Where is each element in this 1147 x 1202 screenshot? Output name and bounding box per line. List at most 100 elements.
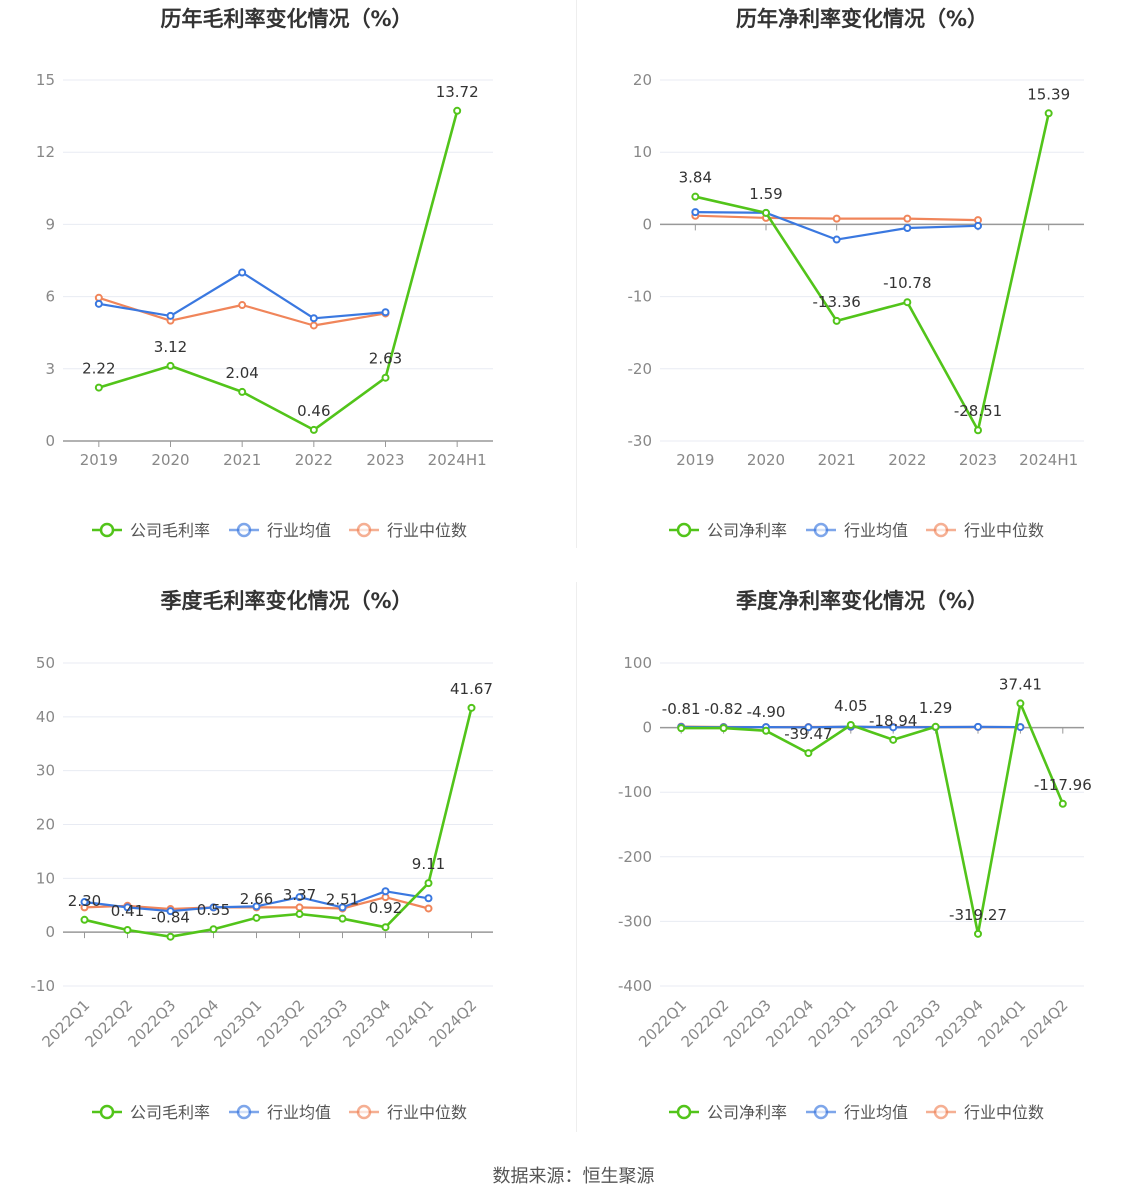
y-tick-label: 9 [45, 215, 55, 233]
y-tick-label: 0 [642, 719, 652, 737]
y-tick-label: 3 [45, 360, 55, 378]
data-point-median [424, 904, 433, 913]
legend-label: 行业均值 [844, 1103, 908, 1122]
x-tick-label: 2024Q2 [1017, 996, 1072, 1051]
legend-marker [933, 522, 949, 538]
data-point-company [677, 724, 686, 733]
legend-label: 公司毛利率 [130, 521, 210, 540]
data-label: 2.66 [240, 890, 273, 908]
data-label: 2.51 [326, 891, 359, 909]
data-label: -0.84 [151, 909, 190, 927]
legend-label: 行业均值 [267, 521, 331, 540]
data-point-avg [94, 299, 103, 308]
panel-annual-gross-margin: 历年毛利率变化情况（%） 0 3 6 9 12 15 2019 2020 2021 2022 2023… [0, 0, 573, 580]
chart-title: 季度毛利率变化情况（%） [160, 589, 412, 613]
data-label: -28.51 [954, 402, 1002, 420]
y-tick-label: -20 [628, 360, 653, 378]
legend-item: 行业均值 [229, 1103, 331, 1122]
x-tick-label: 2024Q2 [426, 996, 481, 1051]
data-point-company [804, 749, 813, 758]
y-tick-label: 10 [633, 143, 652, 161]
series-line-company [84, 707, 473, 938]
data-point-avg [252, 902, 261, 911]
data-label: -117.96 [1034, 776, 1092, 794]
y-tick-label: -100 [618, 783, 652, 801]
data-label: 3.37 [283, 886, 316, 904]
data-label: 9.11 [412, 855, 445, 873]
chart-annual-gross-margin: 历年毛利率变化情况（%） 0 3 6 9 12 15 2019 2020 2021 2022 2023… [36, 7, 493, 540]
data-point-company [209, 925, 218, 934]
legend-item: 公司毛利率 [92, 521, 210, 540]
data-point-avg [238, 268, 247, 277]
data-point-avg [1016, 723, 1025, 732]
data-point-company [94, 383, 103, 392]
data-label: -13.36 [812, 293, 860, 311]
x-tick-label: 2023 [366, 451, 404, 469]
y-tick-label: 20 [633, 71, 652, 89]
x-tick-label: 2019 [80, 451, 118, 469]
legend-label: 行业中位数 [964, 1103, 1044, 1122]
chart-annual-net-margin: 历年净利率变化情况（%） -30 -20 -10 0 10 20 2019 2020 2021 20… [628, 7, 1084, 540]
chart-title: 历年毛利率变化情况（%） [160, 7, 412, 31]
data-point-company [1058, 799, 1067, 808]
data-label: 1.59 [749, 185, 782, 203]
data-point-company [123, 925, 132, 934]
data-point-avg [889, 723, 898, 732]
data-point-avg [903, 224, 912, 233]
data-label: 3.12 [154, 338, 187, 356]
data-label: 2.63 [369, 350, 402, 368]
data-point-company [338, 914, 347, 923]
data-point-median [238, 301, 247, 310]
data-point-company [1016, 699, 1025, 708]
x-tick-label: 2024H1 [1019, 451, 1078, 469]
data-point-company [381, 373, 390, 382]
legend-item: 行业中位数 [926, 1103, 1044, 1122]
data-point-avg [166, 311, 175, 320]
y-tick-label: 50 [36, 654, 55, 672]
data-label: 3.84 [679, 169, 712, 187]
legend-item: 公司毛利率 [92, 1103, 210, 1122]
data-point-company [719, 724, 728, 733]
legend-item: 行业均值 [806, 521, 908, 540]
data-point-avg [832, 235, 841, 244]
legend-marker [99, 1104, 115, 1120]
data-label: -18.94 [869, 712, 917, 730]
y-tick-label: 0 [45, 923, 55, 941]
data-point-avg [309, 314, 318, 323]
chart-quarterly-gross-margin: 季度毛利率变化情况（%）-10010203040502022Q12022Q220… [31, 589, 493, 1122]
data-point-avg [974, 221, 982, 230]
legend-item: 行业中位数 [926, 521, 1044, 540]
data-point-company [467, 703, 476, 712]
data-label: 41.67 [450, 680, 493, 698]
legend-label: 行业中位数 [387, 1103, 467, 1122]
y-tick-label: -10 [31, 977, 56, 995]
data-label: 37.41 [999, 675, 1042, 693]
data-label: 0.55 [197, 901, 230, 919]
data-point-avg [295, 893, 304, 902]
data-point-company [309, 425, 318, 434]
y-tick-label: 40 [36, 708, 55, 726]
data-point-company [295, 910, 304, 919]
y-tick-label: 0 [642, 215, 652, 233]
data-point-median [903, 214, 912, 223]
data-point-company [381, 923, 390, 932]
data-label: 0.46 [297, 402, 330, 420]
x-tick-label: 2022 [888, 451, 926, 469]
data-label: 4.05 [834, 697, 867, 715]
data-point-company [889, 735, 898, 744]
data-label: 2.22 [82, 360, 115, 378]
data-label: -319.27 [949, 906, 1007, 924]
legend-marker [356, 522, 372, 538]
data-point-median [832, 214, 841, 223]
data-point-company [931, 722, 940, 731]
data-point-company [691, 192, 700, 201]
x-tick-label: 2022 [295, 451, 333, 469]
data-source-note: 数据来源：恒生聚源 [492, 1166, 655, 1187]
data-label: 13.72 [436, 83, 479, 101]
data-label: 0.41 [111, 902, 144, 920]
data-point-avg [338, 903, 347, 912]
data-point-avg [123, 903, 132, 912]
legend-label: 行业中位数 [387, 521, 467, 540]
x-tick-label: 2020 [151, 451, 189, 469]
data-point-avg [424, 894, 433, 903]
